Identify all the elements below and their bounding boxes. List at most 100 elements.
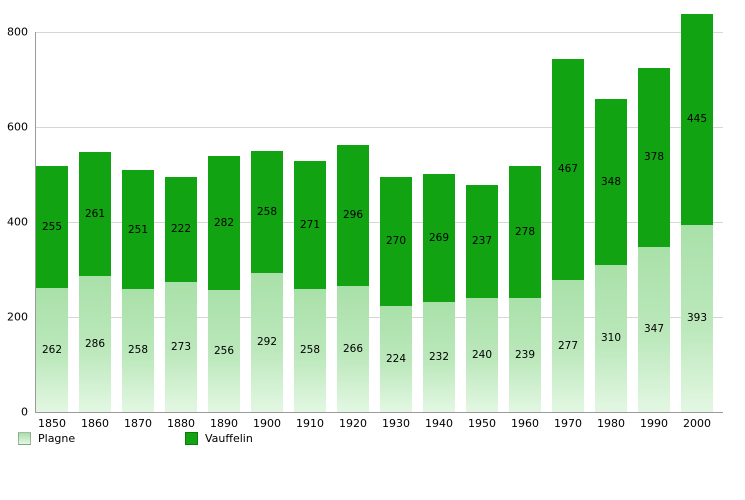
x-tick-label-1940: 1940 — [425, 417, 453, 430]
bar-value-label-vauffelin-1980: 348 — [600, 175, 622, 188]
bar-value-label-plagne-1970: 277 — [557, 339, 579, 352]
bar-segment-vauffelin-1890: 282 — [208, 156, 240, 291]
legend-swatch-vauffelin — [185, 431, 198, 445]
x-tick-label-1890: 1890 — [210, 417, 238, 430]
x-tick-label-1960: 1960 — [511, 417, 539, 430]
x-tick-label-1990: 1990 — [640, 417, 668, 430]
x-tick-label-1880: 1880 — [167, 417, 195, 430]
bar-value-label-vauffelin-1870: 251 — [127, 223, 149, 236]
legend-item-vauffelin: Vauffelin — [185, 431, 253, 445]
bar-value-label-vauffelin-2000: 445 — [686, 113, 708, 126]
bar-value-label-plagne-1990: 347 — [643, 323, 665, 336]
bar-value-label-plagne-1850: 262 — [41, 343, 63, 356]
bar-segment-vauffelin-1990: 378 — [638, 67, 670, 248]
bar-value-label-plagne-1960: 239 — [514, 348, 536, 361]
gridline-800 — [35, 32, 723, 33]
bar-value-label-plagne-1860: 286 — [84, 337, 106, 350]
x-tick-label-1950: 1950 — [468, 417, 496, 430]
bar-segment-plagne-1990: 347 — [638, 247, 670, 412]
bar-value-label-plagne-1870: 258 — [127, 344, 149, 357]
bar-segment-plagne-1940: 232 — [423, 301, 455, 412]
bar-value-label-vauffelin-1890: 282 — [213, 217, 235, 230]
legend-label-vauffelin: Vauffelin — [205, 431, 253, 445]
bar-1930: 270 224 — [380, 177, 412, 412]
bar-1940: 269 232 — [423, 174, 455, 412]
bar-segment-plagne-1960: 239 — [509, 298, 541, 412]
x-tick-label-1910: 1910 — [296, 417, 324, 430]
x-tick-label-2000: 2000 — [683, 417, 711, 430]
y-tick-label-0: 0 — [21, 405, 28, 419]
bar-segment-plagne-1870: 258 — [122, 289, 154, 412]
bar-value-label-plagne-1890: 256 — [213, 344, 235, 357]
x-tick-label-1870: 1870 — [124, 417, 152, 430]
y-tick-label-200: 200 — [7, 310, 28, 324]
bar-segment-vauffelin-1920: 296 — [337, 145, 369, 286]
bar-value-label-vauffelin-1880: 222 — [170, 223, 192, 236]
x-tick-label-1920: 1920 — [339, 417, 367, 430]
bar-segment-plagne-1910: 258 — [294, 289, 326, 412]
bar-segment-vauffelin-1960: 278 — [509, 166, 541, 299]
bar-1970: 467 277 — [552, 58, 584, 412]
bar-1960: 278 239 — [509, 166, 541, 412]
bar-segment-vauffelin-1860: 261 — [79, 152, 111, 277]
x-tick-label-1900: 1900 — [253, 417, 281, 430]
bar-value-label-vauffelin-1960: 278 — [514, 226, 536, 239]
bar-segment-vauffelin-1950: 237 — [466, 185, 498, 298]
x-tick-label-1970: 1970 — [554, 417, 582, 430]
legend-item-plagne: Plagne — [18, 431, 75, 445]
y-tick-label-600: 600 — [7, 120, 28, 134]
bar-segment-vauffelin-1900: 258 — [251, 150, 283, 274]
bar-1870: 251 258 — [122, 170, 154, 412]
bar-segment-plagne-1860: 286 — [79, 276, 111, 412]
bar-segment-vauffelin-1930: 270 — [380, 177, 412, 306]
bar-value-label-plagne-1950: 240 — [471, 348, 493, 361]
bar-segment-vauffelin-1870: 251 — [122, 170, 154, 290]
bar-2000: 445 393 — [681, 13, 713, 412]
bar-value-label-vauffelin-1930: 270 — [385, 235, 407, 248]
bar-value-label-vauffelin-1970: 467 — [557, 163, 579, 176]
x-tick-label-1980: 1980 — [597, 417, 625, 430]
bar-value-label-vauffelin-1860: 261 — [84, 207, 106, 220]
bar-value-label-plagne-2000: 393 — [686, 312, 708, 325]
bar-value-label-plagne-1930: 224 — [385, 352, 407, 365]
bar-segment-plagne-1970: 277 — [552, 280, 584, 412]
bar-value-label-plagne-1910: 258 — [299, 344, 321, 357]
bar-segment-vauffelin-1850: 255 — [36, 166, 68, 288]
bar-1860: 261 286 — [79, 152, 111, 412]
bar-value-label-plagne-1940: 232 — [428, 350, 450, 363]
bar-1850: 255 262 — [36, 166, 68, 412]
bar-segment-vauffelin-1910: 271 — [294, 160, 326, 290]
bar-1920: 296 266 — [337, 145, 369, 412]
y-tick-label-800: 800 — [7, 25, 28, 39]
y-axis-line — [35, 32, 36, 413]
y-tick-label-400: 400 — [7, 215, 28, 229]
legend-label-plagne: Plagne — [38, 431, 76, 445]
bar-segment-plagne-1920: 266 — [337, 285, 369, 412]
bar-1910: 271 258 — [294, 160, 326, 412]
bar-segment-vauffelin-1970: 467 — [552, 58, 584, 281]
bar-1950: 237 240 — [466, 185, 498, 412]
bar-segment-plagne-1950: 240 — [466, 297, 498, 412]
bar-value-label-plagne-1980: 310 — [600, 332, 622, 345]
bar-1980: 348 310 — [595, 99, 627, 412]
legend-swatch-plagne — [18, 431, 31, 445]
gridline-0 — [35, 412, 723, 413]
bar-segment-plagne-1850: 262 — [36, 287, 68, 412]
bar-value-label-plagne-1900: 292 — [256, 336, 278, 349]
bar-value-label-vauffelin-1920: 296 — [342, 209, 364, 222]
bar-value-label-vauffelin-1900: 258 — [256, 205, 278, 218]
gridline-600 — [35, 127, 723, 128]
bar-segment-plagne-1890: 256 — [208, 290, 240, 412]
bar-value-label-vauffelin-1850: 255 — [41, 220, 63, 233]
bar-segment-plagne-1900: 292 — [251, 273, 283, 412]
legend: Plagne Vauffelin — [0, 431, 745, 451]
bar-value-label-vauffelin-1990: 378 — [643, 151, 665, 164]
bar-segment-vauffelin-1940: 269 — [423, 174, 455, 302]
bar-value-label-vauffelin-1910: 271 — [299, 218, 321, 231]
bar-1890: 282 256 — [208, 156, 240, 412]
bar-segment-vauffelin-2000: 445 — [681, 13, 713, 226]
bar-value-label-vauffelin-1950: 237 — [471, 235, 493, 248]
bar-segment-plagne-1980: 310 — [595, 264, 627, 412]
gridline-400 — [35, 222, 723, 223]
